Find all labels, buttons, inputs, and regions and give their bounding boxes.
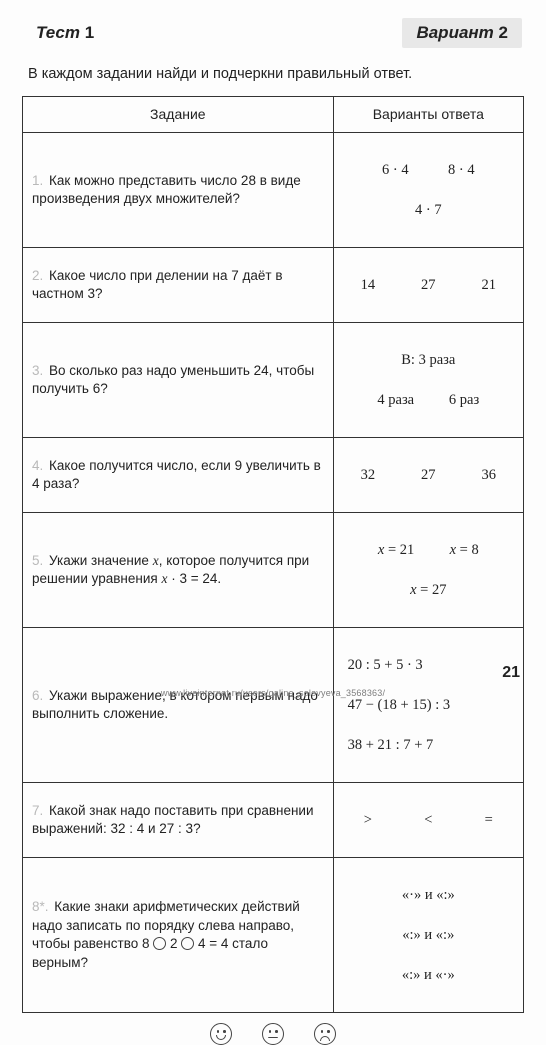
smile-neutral-icon bbox=[262, 1023, 284, 1045]
ans-opt: x = 27 bbox=[410, 582, 446, 598]
ans-opt: «:» и «·» bbox=[343, 965, 514, 985]
header-bar: Тест 1 Вариант 2 bbox=[22, 18, 524, 48]
task-text-a: Укажи значение bbox=[49, 553, 153, 568]
table-header-row: Задание Варианты ответа bbox=[23, 97, 524, 133]
task-text: Во сколько раз надо уменьшить 24, чтобы … bbox=[32, 363, 314, 397]
col-task-header: Задание bbox=[23, 97, 334, 133]
ans-opt: 4 раза bbox=[377, 390, 414, 410]
variant-tag: Вариант 2 bbox=[402, 18, 522, 48]
ans-opt: «:» и «:» bbox=[343, 925, 514, 945]
task-cell: 5. Укажи значение x, которое получится п… bbox=[23, 513, 334, 628]
answer-cell: 20 : 5 + 5 · 3 47 − (18 + 15) : 3 38 + 2… bbox=[333, 628, 523, 783]
table-row: 8*. Какие знаки арифметических действий … bbox=[23, 858, 524, 1013]
variant-num: 2 bbox=[499, 23, 508, 42]
task-text: Какое число при делении на 7 даёт в част… bbox=[32, 268, 283, 302]
answer-cell: 14 27 21 bbox=[333, 248, 523, 323]
ans-opt: 6 · 4 bbox=[382, 160, 409, 180]
ans-opt: 21 bbox=[481, 275, 496, 295]
ans-opt: В: 3 раза bbox=[401, 352, 455, 368]
table-row: 1. Как можно представить число 28 в виде… bbox=[23, 133, 524, 248]
blank-circle-icon bbox=[153, 937, 166, 950]
col-answers-header: Варианты ответа bbox=[333, 97, 523, 133]
page-number: 21 bbox=[502, 664, 520, 682]
task-cell: 4. Какое получится число, если 9 увеличи… bbox=[23, 438, 334, 513]
task-text: Как можно представить число 28 в виде пр… bbox=[32, 173, 301, 207]
ans-opt: 47 − (18 + 15) : 3 bbox=[348, 695, 514, 715]
ans-opt: 32 bbox=[361, 465, 376, 485]
ans-opt: 8 · 4 bbox=[448, 160, 475, 180]
ans-opt: < bbox=[424, 810, 432, 830]
task-cell: 2. Какое число при делении на 7 даёт в ч… bbox=[23, 248, 334, 323]
task-cell: 3. Во сколько раз надо уменьшить 24, что… bbox=[23, 323, 334, 438]
qnum: 4. bbox=[32, 458, 43, 473]
ans-opt: x = 21 bbox=[378, 540, 414, 560]
ans-opt: 36 bbox=[481, 465, 496, 485]
variant-label: Вариант bbox=[416, 23, 493, 42]
test-label: Тест bbox=[36, 23, 80, 42]
test-tag: Тест 1 bbox=[24, 20, 106, 46]
table-row: 2. Какое число при делении на 7 даёт в ч… bbox=[23, 248, 524, 323]
table-row: 3. Во сколько раз надо уменьшить 24, что… bbox=[23, 323, 524, 438]
qnum: 3. bbox=[32, 363, 43, 378]
answer-cell: В: 3 раза 4 раза 6 раз bbox=[333, 323, 523, 438]
ans-opt: 4 · 7 bbox=[415, 202, 442, 218]
ans-opt: «·» и «:» bbox=[343, 885, 514, 905]
answer-cell: > < = bbox=[333, 783, 523, 858]
table-row: 5. Укажи значение x, которое получится п… bbox=[23, 513, 524, 628]
ans-opt: 27 bbox=[421, 275, 436, 295]
ans-opt: 20 : 5 + 5 · 3 bbox=[348, 655, 514, 675]
answer-cell: «·» и «:» «:» и «:» «:» и «·» bbox=[333, 858, 523, 1013]
ans-opt: > bbox=[364, 810, 372, 830]
table-row: 6. Укажи выражение, в котором первым над… bbox=[23, 628, 524, 783]
smiley-row bbox=[22, 1023, 524, 1045]
ans-opt: 6 раз bbox=[449, 390, 479, 410]
ans-opt: x = 8 bbox=[450, 540, 479, 560]
qnum: 7. bbox=[32, 803, 43, 818]
instruction-text: В каждом задании найди и подчеркни прави… bbox=[22, 66, 524, 82]
ans-opt: 38 + 21 : 7 + 7 bbox=[348, 735, 514, 755]
qnum: 8*. bbox=[32, 899, 49, 914]
answer-cell: x = 21 x = 8 x = 27 bbox=[333, 513, 523, 628]
task-cell: 6. Укажи выражение, в котором первым над… bbox=[23, 628, 334, 783]
ans-opt: = bbox=[485, 810, 493, 830]
answer-cell: 6 · 4 8 · 4 4 · 7 bbox=[333, 133, 523, 248]
qnum: 5. bbox=[32, 553, 43, 568]
task-text: Какое получится число, если 9 увеличить … bbox=[32, 458, 321, 492]
table-row: 7. Какой знак надо поставить при сравнен… bbox=[23, 783, 524, 858]
worksheet-table: Задание Варианты ответа 1. Как можно пре… bbox=[22, 96, 524, 1013]
answer-cell: 32 27 36 bbox=[333, 438, 523, 513]
ans-opt: 27 bbox=[421, 465, 436, 485]
footer-url: www.liveinternet.ru/users/galina_solovye… bbox=[0, 688, 546, 698]
task-cell: 7. Какой знак надо поставить при сравнен… bbox=[23, 783, 334, 858]
qnum: 2. bbox=[32, 268, 43, 283]
qnum: 1. bbox=[32, 173, 43, 188]
task-cell: 1. Как можно представить число 28 в виде… bbox=[23, 133, 334, 248]
smile-sad-icon bbox=[314, 1023, 336, 1045]
ans-opt: 14 bbox=[361, 275, 376, 295]
smile-happy-icon bbox=[210, 1023, 232, 1045]
task-text: Какой знак надо поставить при сравнении … bbox=[32, 803, 314, 837]
blank-circle-icon bbox=[181, 937, 194, 950]
table-row: 4. Какое получится число, если 9 увеличи… bbox=[23, 438, 524, 513]
task-text-c: · 3 = 24. bbox=[167, 571, 221, 586]
task-text-b: 2 bbox=[166, 936, 181, 951]
test-num: 1 bbox=[85, 23, 94, 42]
task-cell: 8*. Какие знаки арифметических действий … bbox=[23, 858, 334, 1013]
